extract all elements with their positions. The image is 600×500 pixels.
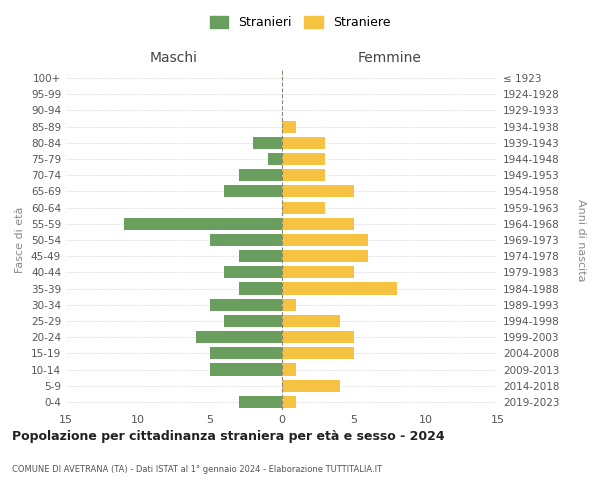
Text: Popolazione per cittadinanza straniera per età e sesso - 2024: Popolazione per cittadinanza straniera p…	[12, 430, 445, 443]
Bar	[268, 153, 282, 165]
Bar	[282, 331, 354, 343]
Bar	[282, 120, 296, 132]
Bar	[282, 169, 325, 181]
Bar	[282, 250, 368, 262]
Legend: Stranieri, Straniere: Stranieri, Straniere	[205, 11, 395, 34]
Bar	[224, 315, 282, 327]
Bar	[282, 202, 325, 213]
Bar	[282, 234, 368, 246]
Bar	[282, 266, 354, 278]
Bar	[224, 186, 282, 198]
Text: Maschi: Maschi	[150, 51, 198, 65]
Bar	[282, 186, 354, 198]
Bar	[239, 396, 282, 408]
Bar	[224, 266, 282, 278]
Bar	[282, 218, 354, 230]
Bar	[210, 364, 282, 376]
Bar	[282, 364, 296, 376]
Bar	[282, 396, 296, 408]
Text: COMUNE DI AVETRANA (TA) - Dati ISTAT al 1° gennaio 2024 - Elaborazione TUTTITALI: COMUNE DI AVETRANA (TA) - Dati ISTAT al …	[12, 465, 382, 474]
Bar	[282, 380, 340, 392]
Bar	[210, 348, 282, 360]
Bar	[239, 169, 282, 181]
Bar	[124, 218, 282, 230]
Bar	[253, 137, 282, 149]
Bar	[282, 153, 325, 165]
Bar	[282, 315, 340, 327]
Bar	[210, 298, 282, 311]
Bar	[239, 282, 282, 294]
Y-axis label: Anni di nascita: Anni di nascita	[576, 198, 586, 281]
Bar	[282, 282, 397, 294]
Bar	[196, 331, 282, 343]
Bar	[239, 250, 282, 262]
Bar	[282, 348, 354, 360]
Bar	[282, 298, 296, 311]
Y-axis label: Fasce di età: Fasce di età	[16, 207, 25, 273]
Text: Femmine: Femmine	[358, 51, 422, 65]
Bar	[282, 137, 325, 149]
Bar	[210, 234, 282, 246]
